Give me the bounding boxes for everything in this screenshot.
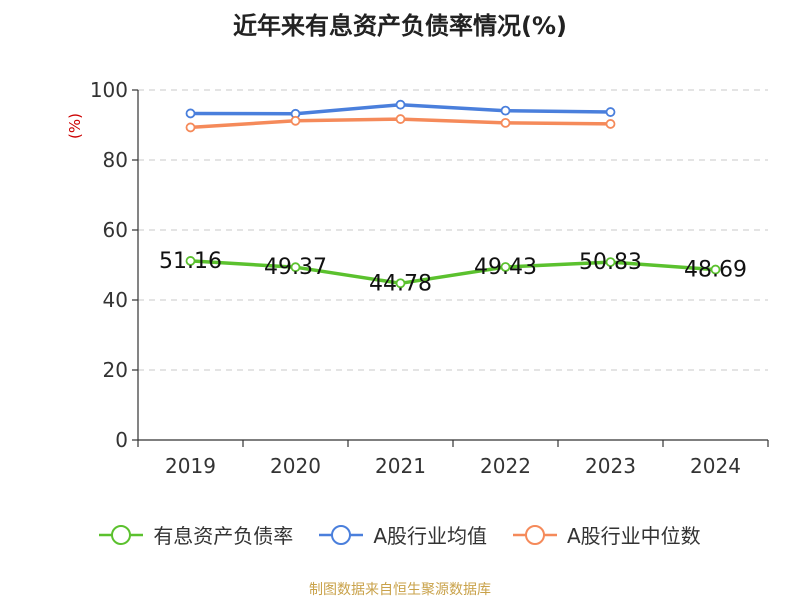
legend-item[interactable]: A股行业均值 xyxy=(319,520,487,549)
data-point-2 xyxy=(500,118,511,128)
x-tick-label: 2021 xyxy=(375,454,426,478)
x-tick-label: 2022 xyxy=(480,454,531,478)
y-tick-label: 40 xyxy=(103,288,128,312)
data-label: 49.43 xyxy=(474,255,537,280)
x-tick-label: 2020 xyxy=(270,454,321,478)
data-point-1 xyxy=(185,108,196,119)
data-label: 50.83 xyxy=(579,250,642,275)
y-axis-label: (%) xyxy=(66,113,84,139)
y-tick-label: 80 xyxy=(103,148,128,172)
legend-item[interactable]: 有息资产负债率 xyxy=(99,520,293,549)
series-line-0 xyxy=(188,259,718,286)
legend-marker-icon xyxy=(513,524,557,545)
legend: 有息资产负债率 A股行业均值 A股行业中位数 xyxy=(0,520,800,549)
data-point-0 xyxy=(500,262,511,272)
data-point-1 xyxy=(395,99,406,110)
y-tick-label: 60 xyxy=(103,218,128,242)
grid-lines xyxy=(138,89,768,371)
legend-marker-icon xyxy=(319,524,364,545)
data-point-0 xyxy=(185,256,196,266)
data-point-2 xyxy=(605,119,616,129)
legend-label: A股行业中位数 xyxy=(567,524,701,548)
data-point-1 xyxy=(605,107,616,117)
x-tick-label: 2019 xyxy=(165,454,216,478)
data-point-0 xyxy=(605,257,616,267)
legend-label: 有息资产负债率 xyxy=(153,524,294,548)
y-tick-label: 20 xyxy=(103,358,128,382)
series xyxy=(185,99,721,289)
x-tick-label: 2023 xyxy=(585,454,636,478)
data-point-0 xyxy=(395,278,406,289)
y-tick-label: 0 xyxy=(115,428,128,452)
legend-item[interactable]: A股行业中位数 xyxy=(513,520,701,549)
data-point-2 xyxy=(185,122,196,133)
data-point-0 xyxy=(710,264,721,275)
axes: 0 20 40 60 80 100 (%) 2019 2020 2021 2022 2023 2024 xyxy=(66,78,769,478)
legend-label: A股行业均值 xyxy=(373,524,487,548)
data-label: 49.37 xyxy=(264,255,327,280)
data-label: 51.16 xyxy=(159,249,222,274)
data-labels: 51.16 49.37 44.78 49.43 50.83 48.69 xyxy=(159,249,747,296)
y-tick-label: 100 xyxy=(90,78,128,102)
data-point-2 xyxy=(290,115,301,126)
x-tick-label: 2024 xyxy=(690,454,741,478)
source-note: 制图数据来自恒生聚源数据库 xyxy=(309,582,491,598)
legend-marker-icon xyxy=(99,524,144,545)
data-point-1 xyxy=(500,105,511,116)
data-point-0 xyxy=(290,262,301,273)
chart-title: 近年来有息资产负债率情况(%) xyxy=(233,12,567,40)
data-label: 48.69 xyxy=(684,258,747,283)
data-label: 44.78 xyxy=(369,271,432,296)
data-point-2 xyxy=(395,114,406,124)
